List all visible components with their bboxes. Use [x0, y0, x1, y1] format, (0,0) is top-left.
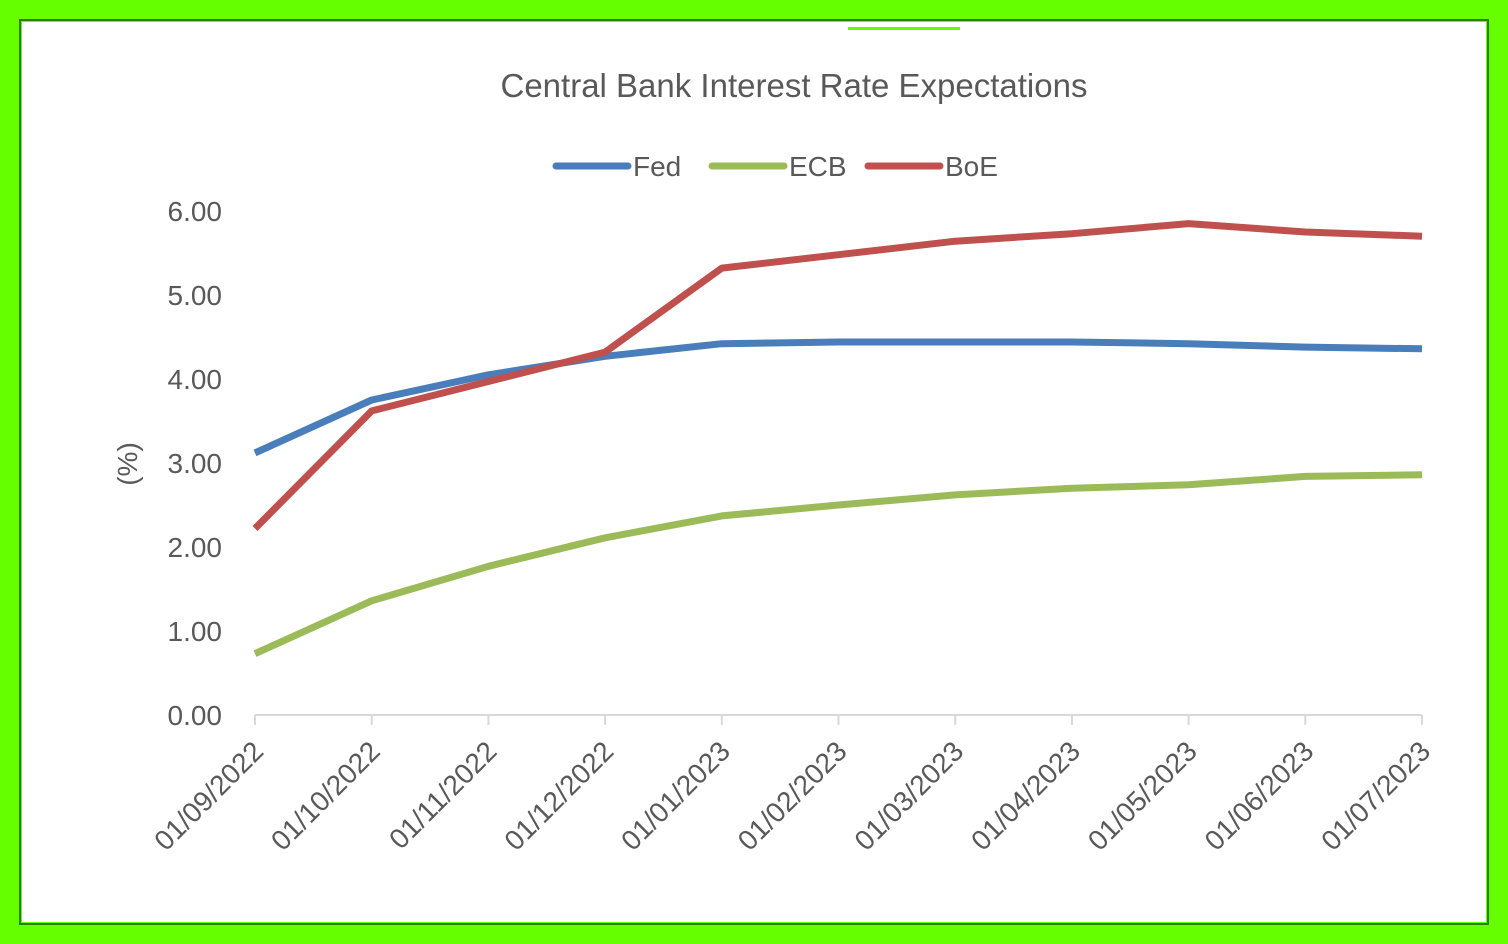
series-line-fed [253, 338, 1423, 457]
y-tick-label: 4.00 [168, 364, 223, 395]
x-tick-label: 01/02/2023 [732, 735, 853, 856]
frame-top-mark [848, 27, 960, 30]
legend-label-boe: BoE [945, 151, 998, 182]
x-tick-label: 01/11/2022 [383, 735, 503, 855]
x-tick-label: 01/06/2023 [1199, 735, 1320, 856]
x-tick-label: 01/05/2023 [1082, 735, 1203, 856]
x-tick-label: 01/01/2023 [615, 735, 736, 856]
y-tick-label: 5.00 [168, 280, 223, 311]
y-axis-ticks: 0.00 1.00 2.00 3.00 4.00 5.00 6.00 [168, 196, 223, 731]
y-tick-label: 1.00 [168, 616, 223, 647]
x-tick-label: 01/12/2022 [498, 735, 619, 856]
x-tick-label: 01/10/2022 [265, 735, 386, 856]
chart-title: Central Bank Interest Rate Expectations [501, 67, 1088, 104]
x-tick-label: 01/04/2023 [965, 735, 1086, 856]
x-tick-label: 01/09/2022 [148, 735, 269, 856]
legend-label-ecb: ECB [789, 151, 847, 182]
y-axis-label: (%) [112, 442, 143, 486]
y-tick-label: 2.00 [168, 532, 223, 563]
legend: Fed ECB BoE [552, 151, 998, 182]
legend-label-fed: Fed [633, 151, 681, 182]
y-tick-label: 3.00 [168, 448, 223, 479]
series-line-boe [252, 220, 1423, 531]
x-axis: 01/09/202201/10/202201/11/202201/12/2022… [148, 714, 1436, 856]
series-line-ecb [253, 471, 1423, 657]
y-tick-label: 0.00 [168, 700, 223, 731]
series-lines [252, 220, 1423, 657]
x-tick-label: 01/07/2023 [1315, 735, 1436, 856]
x-tick-label: 01/03/2023 [848, 735, 969, 856]
y-tick-label: 6.00 [168, 196, 223, 227]
